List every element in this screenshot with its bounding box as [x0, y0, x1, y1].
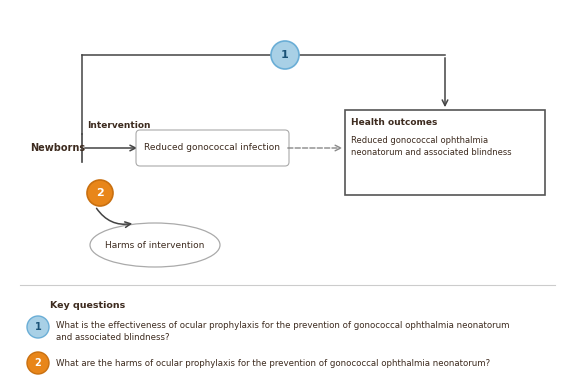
Text: Harms of intervention: Harms of intervention: [105, 240, 205, 249]
Text: What is the effectiveness of ocular prophylaxis for the prevention of gonococcal: What is the effectiveness of ocular prop…: [56, 321, 509, 330]
Circle shape: [87, 180, 113, 206]
Text: Reduced gonococcal ophthalmia
neonatorum and associated blindness: Reduced gonococcal ophthalmia neonatorum…: [351, 136, 512, 157]
Text: What are the harms of ocular prophylaxis for the prevention of gonococcal ophtha: What are the harms of ocular prophylaxis…: [56, 359, 490, 368]
Text: Reduced gonococcal infection: Reduced gonococcal infection: [144, 144, 281, 153]
Text: Intervention: Intervention: [87, 121, 151, 130]
FancyBboxPatch shape: [345, 110, 545, 195]
Text: 2: 2: [34, 358, 41, 368]
Text: and associated blindness?: and associated blindness?: [56, 333, 170, 342]
Ellipse shape: [90, 223, 220, 267]
Text: 1: 1: [34, 322, 41, 332]
Circle shape: [271, 41, 299, 69]
Circle shape: [27, 352, 49, 374]
Text: Newborns: Newborns: [30, 143, 85, 153]
Text: 2: 2: [96, 188, 104, 198]
Circle shape: [27, 316, 49, 338]
Text: Health outcomes: Health outcomes: [351, 118, 438, 127]
FancyBboxPatch shape: [136, 130, 289, 166]
Text: 1: 1: [281, 50, 289, 60]
Text: Key questions: Key questions: [50, 301, 125, 310]
